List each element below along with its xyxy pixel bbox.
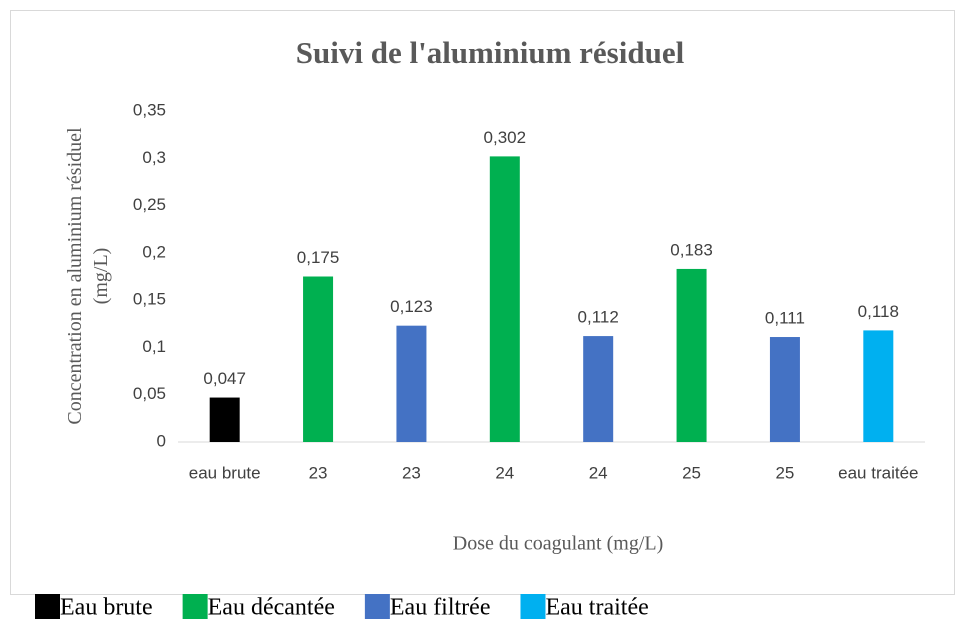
y-tick-label: 0,05: [133, 384, 166, 403]
y-tick-label: 0: [157, 431, 166, 450]
legend-swatch: [35, 594, 60, 619]
y-tick-label: 0,15: [133, 290, 166, 309]
x-tick-label: 24: [495, 463, 514, 482]
y-tick-label: 0,3: [142, 148, 166, 167]
data-label: 0,183: [670, 240, 713, 259]
bar: [396, 325, 427, 442]
data-label: 0,175: [297, 248, 340, 267]
bar: [583, 336, 614, 442]
chart-frame: [10, 10, 955, 595]
x-tick-label: 25: [775, 463, 794, 482]
bar: [209, 397, 240, 442]
bar: [769, 337, 800, 442]
y-tick-label: 0,35: [133, 100, 166, 119]
x-axis-title: Dose du coagulant (mg/L): [453, 533, 664, 555]
legend-swatch: [364, 594, 390, 619]
data-label: 0,111: [765, 309, 805, 328]
y-axis-title: Concentration en aluminium résiduel (mg/…: [64, 127, 112, 425]
x-tick-label: 23: [309, 463, 328, 482]
bar: [676, 268, 707, 442]
y-tick-label: 0,1: [142, 337, 166, 356]
legend-swatch: [182, 594, 208, 619]
data-label: 0,112: [578, 308, 619, 327]
chart-title: Suivi de l'aluminium résiduel: [296, 35, 685, 70]
y-tick-label: 0,25: [133, 195, 166, 214]
bar: [303, 276, 334, 442]
x-tick-label: 24: [589, 463, 608, 482]
bar: [489, 156, 520, 442]
x-tick-label: 23: [402, 463, 421, 482]
data-label: 0,118: [858, 302, 899, 321]
legend-label: Eau traitée: [545, 595, 648, 621]
x-tick-label: eau traitée: [838, 463, 918, 482]
legend-label: Eau filtrée: [390, 595, 491, 621]
legend-label: Eau décantée: [208, 595, 335, 621]
bar: [863, 330, 894, 442]
data-label: 0,302: [484, 128, 527, 147]
y-tick-label: 0,2: [142, 242, 166, 261]
data-label: 0,123: [390, 297, 433, 316]
x-tick-label: 25: [682, 463, 701, 482]
data-label: 0,047: [203, 369, 246, 388]
x-tick-label: eau brute: [189, 463, 261, 482]
legend-label: Eau brute: [60, 595, 153, 621]
legend-swatch: [520, 594, 546, 619]
